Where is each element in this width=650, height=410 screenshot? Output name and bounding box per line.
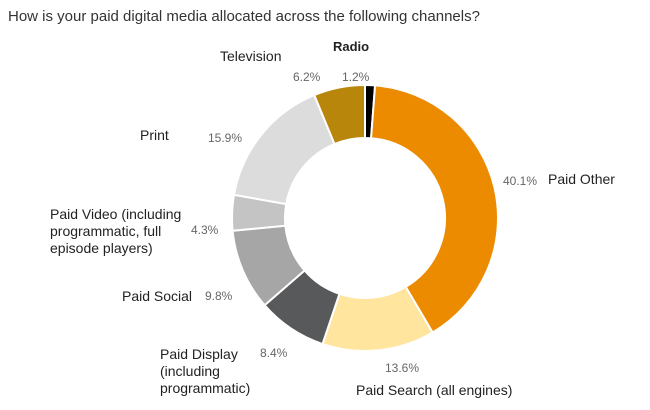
value-paid-search: 13.6%	[385, 361, 420, 375]
value-print: 15.9%	[208, 131, 243, 145]
value-paid-display: 8.4%	[260, 346, 288, 360]
value-television: 6.2%	[293, 70, 321, 84]
label-paid-search: Paid Search (all engines)	[356, 382, 513, 398]
slice-television	[312, 83, 366, 146]
label-radio: Radio	[333, 39, 370, 54]
label-paid-video: Paid Video (including programmatic, full…	[50, 206, 182, 256]
slice-print	[232, 93, 336, 206]
value-paid-other: 40.1%	[503, 174, 538, 188]
label-paid-other: Paid Other	[548, 171, 615, 187]
chart-title: How is your paid digital media allocated…	[8, 8, 480, 25]
slice-paid-other	[369, 84, 499, 334]
value-paid-video: 4.3%	[191, 223, 219, 237]
label-paid-display: Paid Display (including programmatic)	[160, 346, 251, 396]
value-radio: 1.2%	[342, 70, 370, 84]
label-television: Television	[220, 48, 282, 64]
label-print: Print	[140, 127, 169, 143]
label-paid-social: Paid Social	[122, 288, 193, 304]
value-paid-social: 9.8%	[205, 289, 233, 303]
